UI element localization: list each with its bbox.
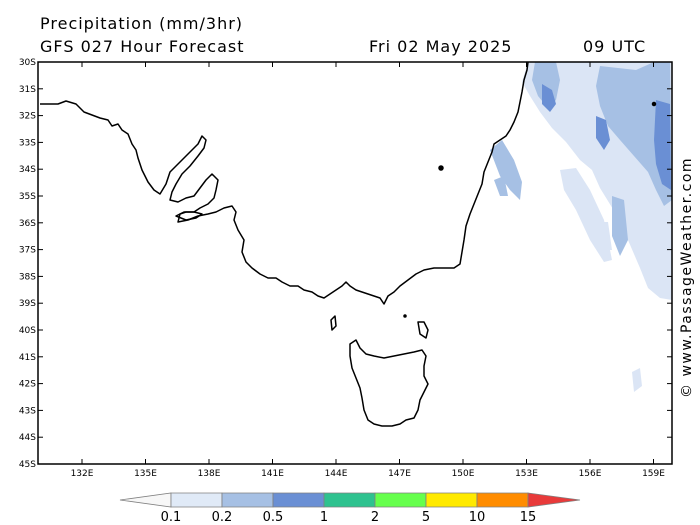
lat-label: 43S	[19, 406, 36, 416]
legend-swatch	[425, 492, 478, 508]
island-dot-east	[651, 101, 657, 107]
forecast-time: 09 UTC	[583, 37, 647, 56]
legend-swatch	[527, 492, 581, 508]
lon-label: 138E	[198, 469, 221, 479]
forecast-subtitle: GFS 027 Hour Forecast	[40, 37, 245, 56]
mainland-coast	[40, 61, 529, 305]
rain-streak-4	[612, 196, 628, 256]
lon-label: 156E	[579, 469, 602, 479]
legend-swatch	[119, 492, 172, 508]
map-frame	[37, 61, 673, 465]
lord-howe-dot	[438, 165, 444, 171]
tasmania	[349, 339, 429, 427]
legend-swatch	[323, 492, 376, 508]
lat-label: 31S	[19, 85, 36, 95]
lon-label: 150E	[452, 469, 475, 479]
lon-label: 144E	[325, 469, 348, 479]
rain-band-east	[596, 62, 672, 206]
lon-label: 159E	[642, 469, 665, 479]
rain-core-east	[654, 100, 671, 190]
lat-label: 45S	[19, 460, 36, 470]
legend-label: 1	[320, 510, 328, 525]
chart-title: Precipitation (mm/3hr)	[40, 14, 244, 33]
legend-label: 0.1	[161, 510, 182, 525]
legend-swatch	[476, 492, 529, 508]
lat-label: 36S	[19, 219, 36, 229]
rain-streak-2	[494, 176, 508, 196]
lon-label: 141E	[261, 469, 284, 479]
legend-swatch	[221, 492, 274, 508]
rain-core-north	[542, 84, 556, 112]
rain-streak-1	[490, 140, 522, 200]
lat-label: 33S	[19, 138, 36, 148]
lat-label: 40S	[19, 326, 36, 336]
lon-label: 153E	[515, 469, 538, 479]
lat-label: 41S	[19, 353, 36, 363]
legend-label: 10	[469, 510, 486, 525]
kangaroo-island	[175, 211, 203, 221]
lat-label: 34S	[19, 165, 36, 175]
lon-label: 147E	[388, 469, 411, 479]
legend-label: 15	[520, 510, 537, 525]
legend-swatch	[272, 492, 325, 508]
lat-label: 35S	[19, 192, 36, 202]
rain-streak-3	[560, 168, 612, 262]
rain-core-mid	[596, 116, 610, 150]
forecast-date: Fri 02 May 2025	[369, 37, 513, 56]
king-island	[330, 315, 337, 331]
legend-label: 5	[422, 510, 430, 525]
legend-swatch	[374, 492, 427, 508]
lat-label: 42S	[19, 380, 36, 390]
legend-label: 2	[371, 510, 379, 525]
lat-label: 38S	[19, 272, 36, 282]
island-dot-bass	[403, 314, 407, 318]
precipitation-shading	[490, 62, 672, 392]
legend-label: 0.5	[263, 510, 284, 525]
precipitation-legend: 0.1 0.2 0.5 1 2 5 10 15	[119, 492, 581, 525]
lat-label: 30S	[19, 58, 36, 68]
lat-label: 32S	[19, 112, 36, 122]
longitude-axis: 132E 135E 138E 141E 144E 147E 150E 153E 156E 159E	[71, 62, 665, 479]
rain-streak-5	[632, 368, 642, 392]
legend-swatch	[170, 492, 223, 508]
lat-label: 37S	[19, 246, 36, 256]
rain-streak-6	[598, 222, 612, 250]
lon-label: 135E	[134, 469, 157, 479]
coastline	[40, 61, 657, 427]
latitude-axis: 30S 31S 32S 33S 34S 35S 36S 37S 38S 39S 40S 41S 42S 4…	[19, 58, 672, 470]
lat-label: 44S	[19, 433, 36, 443]
credit-text: © www.PassageWeather.com	[679, 156, 695, 398]
lon-label: 132E	[71, 469, 94, 479]
legend-label: 0.2	[212, 510, 233, 525]
flinders-island	[417, 321, 429, 339]
lat-label: 39S	[19, 299, 36, 309]
